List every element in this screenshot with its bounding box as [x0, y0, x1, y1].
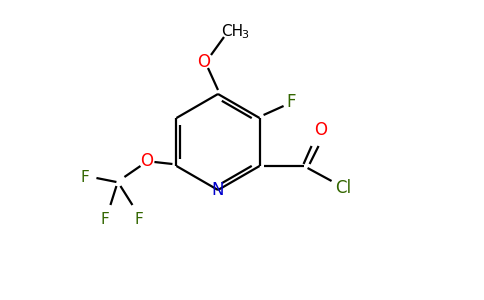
Text: 3: 3	[242, 30, 248, 40]
Text: O: O	[314, 121, 327, 139]
Text: F: F	[80, 169, 89, 184]
Text: Cl: Cl	[335, 179, 352, 197]
Text: F: F	[287, 93, 296, 111]
Text: N: N	[212, 181, 224, 199]
Text: CH: CH	[221, 25, 243, 40]
Text: O: O	[140, 152, 153, 170]
Text: F: F	[100, 212, 109, 226]
Text: F: F	[134, 212, 143, 226]
Text: O: O	[197, 53, 211, 71]
